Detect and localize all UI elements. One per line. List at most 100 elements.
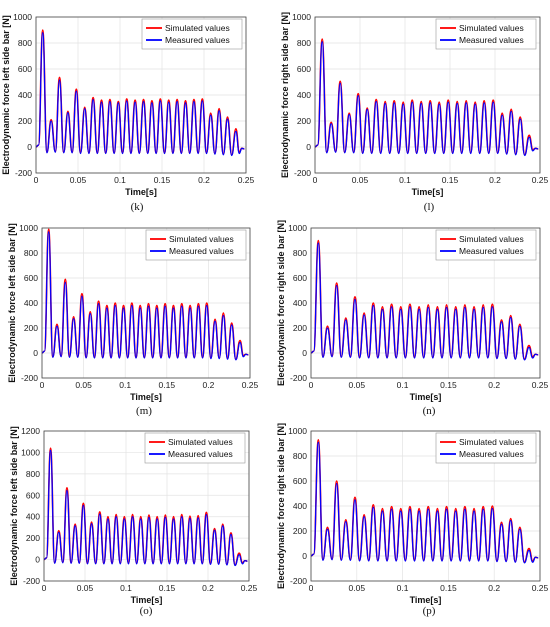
x-tick-label: 0.2 [202, 380, 214, 390]
legend-entry: Measured values [168, 449, 233, 459]
y-axis-label: Electrodynamic force left side bar [N] [7, 223, 17, 383]
x-tick-label: 0 [309, 583, 314, 593]
legend-entry: Measured values [459, 449, 524, 459]
y-tick-label: 400 [293, 298, 307, 308]
x-axis-label: Time[s] [130, 392, 162, 402]
legend: Simulated values Measured values [435, 18, 537, 50]
x-tick-label: 0.2 [489, 175, 501, 185]
y-tick-label: -200 [15, 168, 32, 178]
panel-label: (m) [136, 405, 152, 417]
axes-frame [35, 16, 247, 174]
y-tick-label: 0 [306, 142, 311, 152]
x-axis-label: Time[s] [131, 595, 163, 605]
y-tick-label: 0 [27, 142, 32, 152]
series-line-measured [311, 441, 539, 564]
y-tick-label: 400 [293, 501, 307, 511]
x-tick-label: 0.25 [532, 175, 549, 185]
axes-frame [314, 16, 541, 174]
y-tick-label: 200 [293, 526, 307, 536]
legend-entry: Simulated values [165, 23, 230, 33]
x-axis-label: Time[s] [125, 187, 157, 197]
legend-entry: Measured values [459, 246, 524, 256]
x-tick-label: 0.1 [120, 583, 132, 593]
legend-entry: Measured values [169, 246, 234, 256]
legend: Simulated values Measured values [144, 432, 246, 464]
series-line-measured [42, 231, 249, 361]
panel-label: (o) [140, 605, 153, 617]
x-tick-label: 0.15 [442, 175, 459, 185]
x-tick-label: 0 [40, 380, 45, 390]
y-tick-label: 600 [293, 476, 307, 486]
y-tick-label: 600 [24, 273, 38, 283]
axes-frame [43, 430, 250, 582]
legend: Simulated values Measured values [145, 229, 247, 261]
x-tick-label: 0 [42, 583, 47, 593]
x-tick-label: 0.1 [399, 175, 411, 185]
x-tick-label: 0.15 [159, 583, 176, 593]
y-tick-label: 600 [26, 490, 40, 500]
y-axis-label: Electrodynamic force right side bar [N] [276, 423, 286, 589]
x-tick-label: 0.25 [532, 583, 549, 593]
y-tick-label: -200 [290, 576, 307, 586]
x-tick-label: 0.25 [238, 175, 255, 185]
x-tick-label: 0.25 [241, 583, 258, 593]
legend-box [435, 229, 537, 261]
y-tick-label: -200 [294, 168, 311, 178]
series-line-measured [315, 41, 539, 157]
panel-label: (k) [131, 201, 144, 213]
y-tick-label: -200 [290, 373, 307, 383]
x-tick-label: 0 [313, 175, 318, 185]
legend-entry: Simulated values [459, 437, 524, 447]
panel-label: (n) [423, 405, 436, 417]
y-tick-label: 1000 [13, 12, 32, 22]
x-tick-label: 0.25 [532, 380, 549, 390]
series-line-measured [44, 449, 248, 567]
series-line-measured [311, 242, 539, 361]
series-group [311, 438, 539, 564]
x-tick-label: 0.2 [488, 380, 500, 390]
series-group [311, 239, 539, 361]
x-tick-label: 0.1 [114, 175, 126, 185]
y-tick-label: 0 [302, 348, 307, 358]
x-tick-label: 0.1 [397, 380, 409, 390]
legend: Simulated values Measured values [435, 229, 537, 261]
y-tick-label: 800 [297, 38, 311, 48]
axes-frame [41, 227, 251, 379]
y-tick-label: 200 [293, 323, 307, 333]
x-tick-label: 0.05 [349, 380, 366, 390]
legend-box [145, 229, 247, 261]
legend: Simulated values Measured values [141, 18, 243, 50]
y-tick-label: -200 [21, 373, 38, 383]
x-tick-label: 0 [309, 380, 314, 390]
series-group [36, 29, 245, 157]
x-tick-label: 0.1 [397, 583, 409, 593]
y-tick-label: -200 [23, 576, 40, 586]
y-tick-label: 0 [33, 348, 38, 358]
y-tick-label: 800 [293, 248, 307, 258]
axes-frame [310, 430, 541, 582]
x-tick-label: 0.2 [198, 175, 210, 185]
series-group [42, 228, 249, 361]
y-axis-label: Electrodynamic force right side bar [N] [280, 12, 290, 178]
legend-entry: Measured values [165, 35, 230, 45]
panel-label: (l) [424, 201, 435, 213]
y-tick-label: 600 [293, 273, 307, 283]
x-tick-label: 0.05 [349, 583, 366, 593]
legend-entry: Simulated values [169, 234, 234, 244]
y-axis-label: Electrodynamic force left side bar [N] [9, 426, 19, 586]
y-tick-label: 200 [26, 533, 40, 543]
x-tick-label: 0.05 [77, 583, 94, 593]
y-axis-label: Electrodynamic force right side bar [N] [276, 220, 286, 386]
legend-box [141, 18, 243, 50]
y-tick-label: 600 [18, 64, 32, 74]
axes-frame [310, 227, 541, 379]
x-tick-label: 0.05 [75, 380, 92, 390]
y-tick-label: 1000 [288, 426, 307, 436]
y-tick-label: 600 [297, 64, 311, 74]
x-tick-label: 0.25 [242, 380, 259, 390]
